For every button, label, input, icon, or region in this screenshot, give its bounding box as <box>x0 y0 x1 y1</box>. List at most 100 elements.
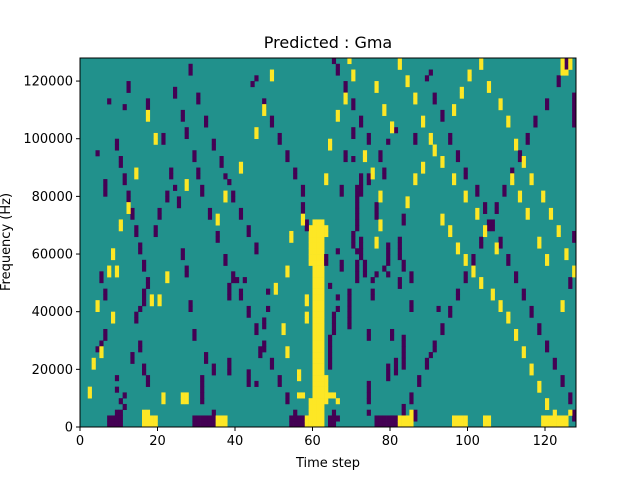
heatmap-cell <box>366 334 371 341</box>
heatmap-cell <box>494 242 499 249</box>
heatmap-cell <box>87 392 92 399</box>
heatmap-cell <box>285 271 290 278</box>
heatmap-cell <box>386 421 391 428</box>
heatmap-cell <box>227 369 232 376</box>
x-tick-label: 0 <box>76 434 84 449</box>
heatmap-cell <box>281 328 286 336</box>
heatmap-cell <box>316 403 321 411</box>
heatmap-cell <box>304 300 309 307</box>
heatmap-cell <box>331 317 337 324</box>
heatmap-cell <box>304 294 309 301</box>
heatmap-cell <box>157 294 162 301</box>
heatmap-cell <box>308 242 313 249</box>
heatmap-cell <box>142 363 147 370</box>
heatmap-cell <box>355 213 360 220</box>
heatmap-cell <box>366 380 371 387</box>
heatmap-cell <box>262 340 267 347</box>
heatmap-cell <box>246 225 251 232</box>
heatmap-cell <box>475 184 480 191</box>
heatmap-cell <box>459 86 464 93</box>
heatmap-cell <box>196 98 201 105</box>
heatmap-cell <box>223 190 228 197</box>
heatmap-cell <box>316 375 321 382</box>
heatmap-cell <box>161 392 166 399</box>
heatmap-cell <box>572 415 577 422</box>
heatmap-cell <box>335 305 340 312</box>
heatmap-cell <box>556 75 561 82</box>
x-tick-label: 20 <box>149 434 166 449</box>
heatmap-cell <box>320 225 325 232</box>
heatmap-cell <box>401 346 406 353</box>
heatmap-cell <box>347 317 352 324</box>
heatmap-cell <box>506 311 511 318</box>
heatmap-cell <box>145 415 151 422</box>
heatmap-cell <box>273 288 278 295</box>
heatmap-cell <box>130 207 135 214</box>
heatmap-cell <box>475 213 480 220</box>
heatmap-cell <box>316 225 321 232</box>
heatmap-cell <box>242 277 247 284</box>
heatmap-cell <box>223 173 228 180</box>
heatmap-cell <box>293 167 298 174</box>
heatmap-cell <box>483 421 488 428</box>
heatmap-cell <box>343 156 348 163</box>
heatmap-cell <box>366 386 371 393</box>
heatmap-cell <box>320 294 325 301</box>
heatmap-cell <box>440 161 445 168</box>
y-tick-label: 80000 <box>32 190 73 205</box>
heatmap-cell <box>490 294 495 301</box>
heatmap-cell <box>95 346 100 353</box>
heatmap-cell <box>386 271 391 278</box>
heatmap-cell <box>370 294 375 301</box>
heatmap-cell <box>316 386 321 393</box>
heatmap-cell <box>362 259 368 266</box>
heatmap-cell <box>118 409 123 416</box>
heatmap-cell <box>366 132 371 140</box>
heatmap-cell <box>541 415 546 422</box>
heatmap-cell <box>490 219 495 226</box>
heatmap-cell <box>537 242 542 249</box>
heatmap-cell <box>355 207 360 214</box>
heatmap-cell <box>293 415 298 422</box>
heatmap-cell <box>114 386 120 393</box>
heatmap-cell <box>176 196 182 203</box>
heatmap-cell <box>331 311 337 318</box>
heatmap-cell <box>355 259 360 266</box>
heatmap-cell <box>331 421 337 428</box>
heatmap-cell <box>525 138 530 145</box>
heatmap-cell <box>285 352 290 359</box>
heatmap-cell <box>521 352 526 359</box>
heatmap-cell <box>118 398 123 405</box>
heatmap-cell <box>316 294 321 301</box>
heatmap-cell <box>452 179 457 186</box>
y-tick-label: 120000 <box>23 75 73 90</box>
heatmap-cell <box>227 179 232 186</box>
heatmap-cell <box>463 173 468 180</box>
heatmap-cell <box>312 219 317 226</box>
heatmap-cell <box>331 415 337 422</box>
heatmap-cell <box>355 219 360 226</box>
heatmap-cell <box>157 207 162 214</box>
heatmap-cell <box>320 398 325 405</box>
heatmap-cell <box>564 63 569 70</box>
heatmap-cell <box>351 242 356 249</box>
heatmap-cell <box>285 150 290 157</box>
heatmap-cell <box>289 230 294 238</box>
heatmap-cell <box>463 254 468 261</box>
heatmap-cell <box>99 277 104 284</box>
heatmap-cell <box>262 104 267 111</box>
heatmap-cell <box>223 196 228 203</box>
heatmap-cell <box>440 109 445 116</box>
heatmap-cell <box>204 421 209 428</box>
heatmap-cell <box>142 369 147 376</box>
heatmap-cell <box>533 115 538 122</box>
heatmap-cell <box>401 334 406 341</box>
heatmap-cell <box>378 156 383 163</box>
heatmap-cell <box>126 190 131 197</box>
heatmap-cell <box>359 248 364 255</box>
heatmap-cell <box>486 81 492 88</box>
heatmap-cell <box>145 98 151 105</box>
heatmap-cell <box>215 230 220 238</box>
heatmap-cell <box>568 277 573 284</box>
heatmap-cell <box>99 352 104 359</box>
